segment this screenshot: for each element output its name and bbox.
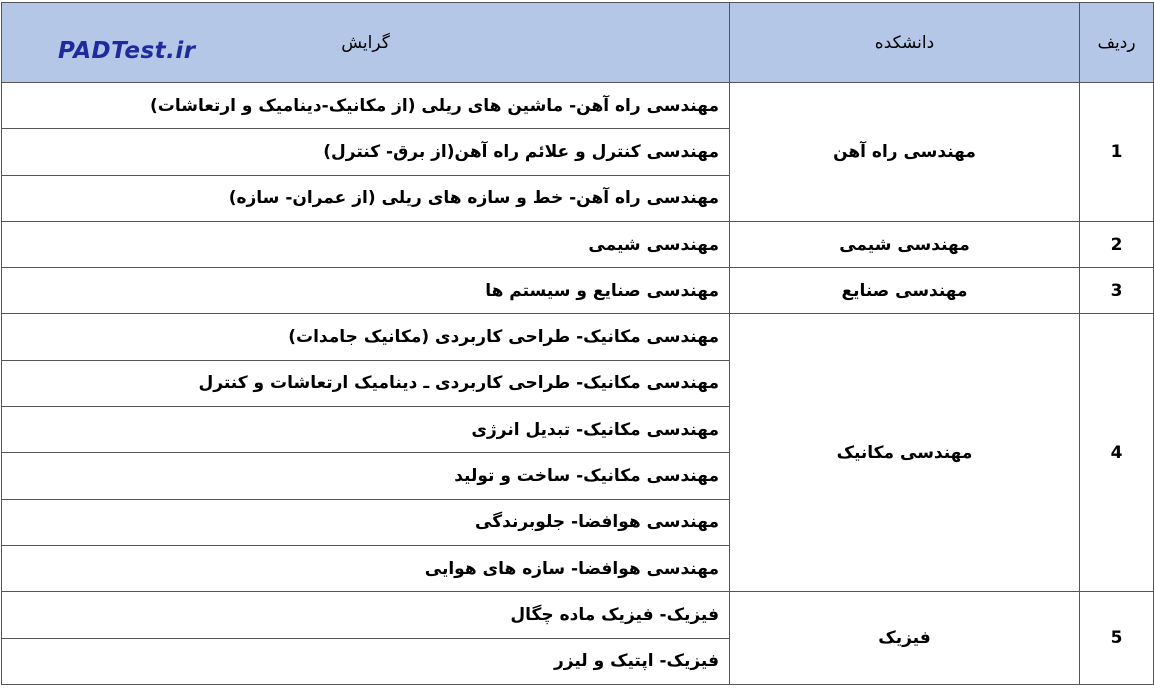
table-row: 1 مهندسی راه آهن مهندسی راه آهن- ماشین های… <box>1 81 1154 222</box>
table-row: فیزیک- اپتیک و لیزر <box>1 637 1154 685</box>
major-cell: فیزیک- فیزیک ماده چگال <box>1 591 730 639</box>
header-row: ردیف دانشکده گرایش <box>1 2 1154 83</box>
row-number: 3 <box>1079 267 1154 315</box>
major-cell: مهندسی مکانیک- طراحی کاربردی (مکانیک جام… <box>1 313 730 361</box>
table-row: مهندسی کنترل و علائم راه آهن(از برق- کنت… <box>1 128 1154 176</box>
faculty-cell: مهندسی صنایع <box>729 267 1080 315</box>
table-row: مهندسی مکانیک- ساخت و تولید <box>1 452 1154 500</box>
major-cell: مهندسی مکانیک- طراحی کاربردی ـ دینامیک ا… <box>1 359 730 408</box>
major-cell: مهندسی مکانیک- تبدیل انرژی <box>1 406 730 454</box>
row-number: 4 <box>1079 313 1154 593</box>
major-cell: مهندسی کنترل و علائم راه آهن(از برق- کنت… <box>1 128 730 176</box>
row-number: 2 <box>1079 220 1154 269</box>
faculty-cell: فیزیک <box>729 591 1080 685</box>
major-cell: مهندسی هوافضا- سازه های هوایی <box>1 544 730 593</box>
faculty-cell: مهندسی راه آهن <box>729 82 1080 222</box>
table-row: 4 مهندسی مکانیک مهندسی مکانیک- طراحی کاربر… <box>1 313 1154 593</box>
table-row: مهندسی مکانیک- طراحی کاربردی ـ دینامیک ا… <box>1 359 1154 408</box>
faculty-cell: مهندسی شیمی <box>729 220 1080 269</box>
table-row: مهندسی راه آهن- خط و سازه های ریلی (از ع… <box>1 174 1154 222</box>
table-row: مهندسی هوافضا- سازه های هوایی <box>1 544 1154 593</box>
faculty-cell: مهندسی مکانیک <box>729 313 1080 593</box>
header-row-no: ردیف <box>1079 2 1154 83</box>
major-cell: مهندسی راه آهن- خط و سازه های ریلی (از ع… <box>1 174 730 222</box>
major-cell: مهندسی صنایع و سیستم ها <box>1 267 730 315</box>
watermark-logo: PADTest.ir <box>58 38 196 64</box>
major-cell: مهندسی هوافضا- جلوبرندگی <box>1 498 730 546</box>
row-number: 5 <box>1079 591 1154 685</box>
table-row: 3 مهندسی صنایع مهندسی صنایع و سیستم ها <box>1 267 1154 315</box>
major-cell: مهندسی شیمی <box>1 220 730 269</box>
table-row: 2 مهندسی شیمی مهندسی شیمی <box>1 220 1154 269</box>
table-row: 5 فیزیک فیزیک- فیزیک ماده چگال <box>1 591 1154 685</box>
major-cell: مهندسی مکانیک- ساخت و تولید <box>1 452 730 500</box>
header-faculty: دانشکده <box>729 2 1080 83</box>
major-cell: فیزیک- اپتیک و لیزر <box>1 637 730 685</box>
row-number: 1 <box>1079 82 1154 222</box>
table-row: مهندسی هوافضا- جلوبرندگی <box>1 498 1154 546</box>
major-cell: مهندسی راه آهن- ماشین های ریلی (از مکانی… <box>1 81 730 130</box>
